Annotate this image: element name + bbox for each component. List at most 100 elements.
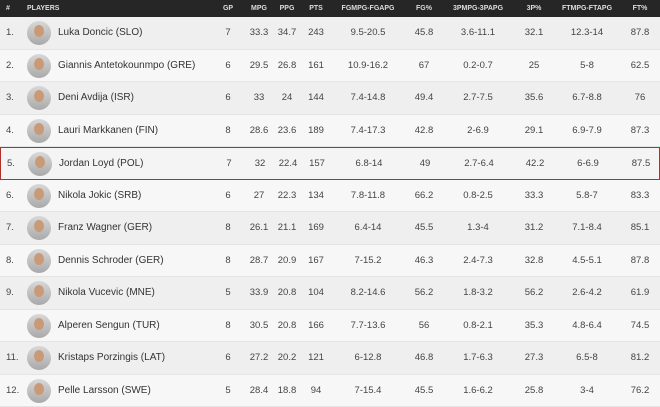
stat-cell: 5 [225,384,231,396]
stat-cell: 7.4-14.8 [350,92,386,103]
rank: 11. [6,352,19,363]
stat-cell: 6.9-7.9 [572,124,602,136]
player-name: Luka Doncic (SLO) [58,27,143,38]
table-row: 6. Nikola Jokic (SRB) 6 27 22.3 134 7.8-11.8 66… [0,179,660,212]
stat-cell: 4.5-5.1 [572,254,602,266]
stat-cell: 67 [418,59,430,71]
table-row: 9. Nikola Vucevic (MNE) 5 33.9 20.8 104 8.2-14… [0,277,660,310]
stat-cell: 20.8 [277,287,297,298]
player-avatar [27,281,51,305]
stat-cell: 0.8-2.1 [463,319,493,331]
stat-cell: 81.2 [630,352,650,363]
player-avatar [27,86,51,110]
stat-cell: 1.7-6.3 [463,352,493,363]
stat-cell: 22.4 [278,158,298,169]
stat-cell: 5 [225,287,231,298]
stat-cell: 26.1 [249,222,269,233]
table-row: 2. Giannis Antetokounmpo (GRE) 6 29.5 26.8 16… [0,49,660,82]
stat-cell: 8 [225,254,231,266]
rank: 12. [6,384,20,396]
stat-cell: 9.5-20.5 [350,27,386,38]
stat-cell: 3.6-11.1 [460,27,496,38]
player-avatar [27,313,51,338]
stat-cell: 87.8 [630,27,650,38]
stat-cell: 46.3 [414,254,434,266]
stat-cell: 144 [308,92,324,103]
rank: 2. [6,59,14,71]
stat-cell: 32.1 [524,27,544,38]
stat-cell: 169 [308,222,324,233]
stat-cell: 29.1 [524,124,544,136]
stat-cell: 6-6.9 [577,158,599,169]
stat-cell: 0.8-2.5 [463,189,493,201]
stat-cell: 7.8-11.8 [350,189,386,201]
stat-cell: 2-6.9 [467,124,489,136]
stat-cell: 6.8-14 [355,158,383,169]
stat-cell: 7.7-13.6 [350,319,386,331]
column-header: 3PMPG-3PAPG [452,5,504,12]
stat-cell: 3-4 [580,384,594,396]
rank: 9. [6,287,14,298]
stat-cell: 5.8-7 [576,189,598,201]
table-header: # PLAYERS GP MPG PPG PTS FGMPG-FGAPG FG% 3PMPG-3… [0,0,660,17]
stat-cell: 5-8 [580,59,594,71]
column-header: PLAYERS [27,5,60,12]
stat-cell: 157 [309,158,325,169]
column-header: FGMPG-FGAPG [341,5,395,12]
player-name: Alperen Sengun (TUR) [58,319,160,331]
stat-cell: 167 [308,254,324,266]
stat-cell: 8 [225,222,231,233]
column-header: PTS [309,5,323,12]
stat-cell: 12.3-14 [570,27,604,38]
stat-cell: 7.1-8.4 [572,222,602,233]
player-name: Giannis Antetokounmpo (GRE) [58,59,196,71]
stat-cell: 74.5 [630,319,650,331]
stat-cell: 27.3 [524,352,544,363]
stat-cell: 4.8-6.4 [572,319,602,331]
stat-cell: 49 [419,158,431,169]
stat-cell: 42.2 [525,158,545,169]
stat-cell: 6-12.8 [354,352,382,363]
player-name: Jordan Loyd (POL) [59,158,144,169]
stat-cell: 66.2 [414,189,434,201]
stat-cell: 10.9-16.2 [347,59,389,71]
table-row: 4. Lauri Markkanen (FIN) 8 28.6 23.6 189 7.4-1… [0,114,660,147]
stat-cell: 56 [418,319,430,331]
stat-cell: 6.5-8 [576,352,598,363]
rank: 8. [6,254,14,266]
stat-cell: 161 [308,59,324,71]
stat-cell: 30.5 [249,319,269,331]
rank: 6. [6,189,14,201]
player-name: Nikola Jokic (SRB) [58,189,142,201]
stat-cell: 23.6 [277,124,297,136]
rank: 7. [6,222,14,233]
stat-cell: 20.8 [277,319,297,331]
stat-cell: 46.8 [414,352,434,363]
stat-cell: 2.4-7.3 [463,254,493,266]
stat-cell: 33.9 [249,287,269,298]
stat-cell: 20.2 [277,352,297,363]
stat-cell: 87.8 [630,254,650,266]
player-name: Pelle Larsson (SWE) [58,384,151,396]
stat-cell: 27 [253,189,265,201]
stat-cell: 104 [308,287,324,298]
stat-cell: 34.7 [277,27,297,38]
stat-cell: 2.7-7.5 [463,92,493,103]
table-row: 7. Franz Wagner (GER) 8 26.1 21.1 169 6.4-14 45… [0,212,660,245]
stat-cell: 83.3 [630,189,650,201]
stat-cell: 85.1 [630,222,650,233]
player-name: Dennis Schroder (GER) [58,254,164,266]
stat-cell: 28.4 [249,384,269,396]
stat-cell: 0.2-0.7 [463,59,493,71]
stat-cell: 25.8 [524,384,544,396]
player-name: Nikola Vucevic (MNE) [58,287,155,298]
table-row: 12. Pelle Larsson (SWE) 5 28.4 18.8 94 7-15.4 4… [0,374,660,407]
player-avatar [27,216,51,240]
column-header: FG% [416,5,432,12]
stat-cell: 27.2 [249,352,269,363]
highlighted-row: 5. Jordan Loyd (POL) 7 32 22.4 157 6.8-14 49 2.7… [0,147,660,180]
stat-cell: 28.6 [249,124,269,136]
stat-cell: 243 [308,27,324,38]
player-avatar [27,53,51,78]
